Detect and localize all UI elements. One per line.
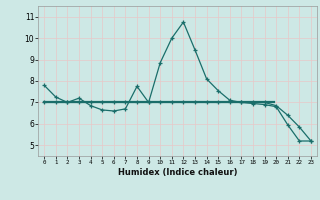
- X-axis label: Humidex (Indice chaleur): Humidex (Indice chaleur): [118, 168, 237, 177]
